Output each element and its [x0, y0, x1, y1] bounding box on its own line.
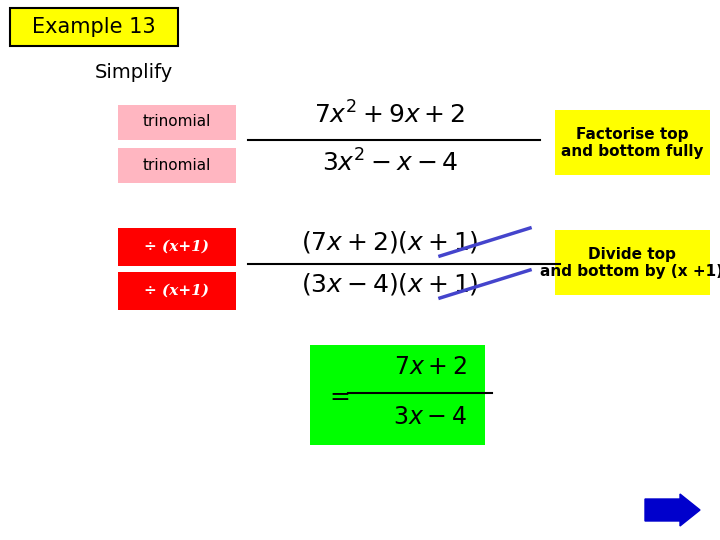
Bar	[555, 110, 710, 175]
Text: Example 13: Example 13	[32, 17, 156, 37]
Text: trinomial: trinomial	[143, 158, 211, 172]
Text: Simplify: Simplify	[95, 63, 174, 82]
Bar	[310, 345, 485, 445]
Text: $7x+2$: $7x+2$	[394, 356, 467, 380]
Bar	[10, 8, 178, 46]
Text: Factorise top
and bottom fully: Factorise top and bottom fully	[561, 127, 703, 159]
Bar	[118, 148, 236, 183]
Text: $(3x-4)(x+1)$: $(3x-4)(x+1)$	[301, 271, 479, 297]
Text: Divide top
and bottom by (x +1): Divide top and bottom by (x +1)	[541, 247, 720, 279]
Text: $(7x+2)(x+1)$: $(7x+2)(x+1)$	[301, 229, 479, 255]
Bar	[555, 230, 710, 295]
Text: $3x-4$: $3x-4$	[393, 407, 467, 429]
Text: ÷ (x+1): ÷ (x+1)	[145, 284, 210, 298]
Bar	[118, 105, 236, 140]
Text: ÷ (x+1): ÷ (x+1)	[145, 240, 210, 254]
Bar	[118, 228, 236, 266]
Text: $3x^2-x-4$: $3x^2-x-4$	[322, 150, 458, 177]
Text: $=$: $=$	[325, 383, 350, 407]
Bar	[118, 272, 236, 310]
Text: $7x^2+9x+2$: $7x^2+9x+2$	[315, 102, 466, 129]
Text: trinomial: trinomial	[143, 114, 211, 130]
FancyArrow shape	[645, 494, 700, 526]
